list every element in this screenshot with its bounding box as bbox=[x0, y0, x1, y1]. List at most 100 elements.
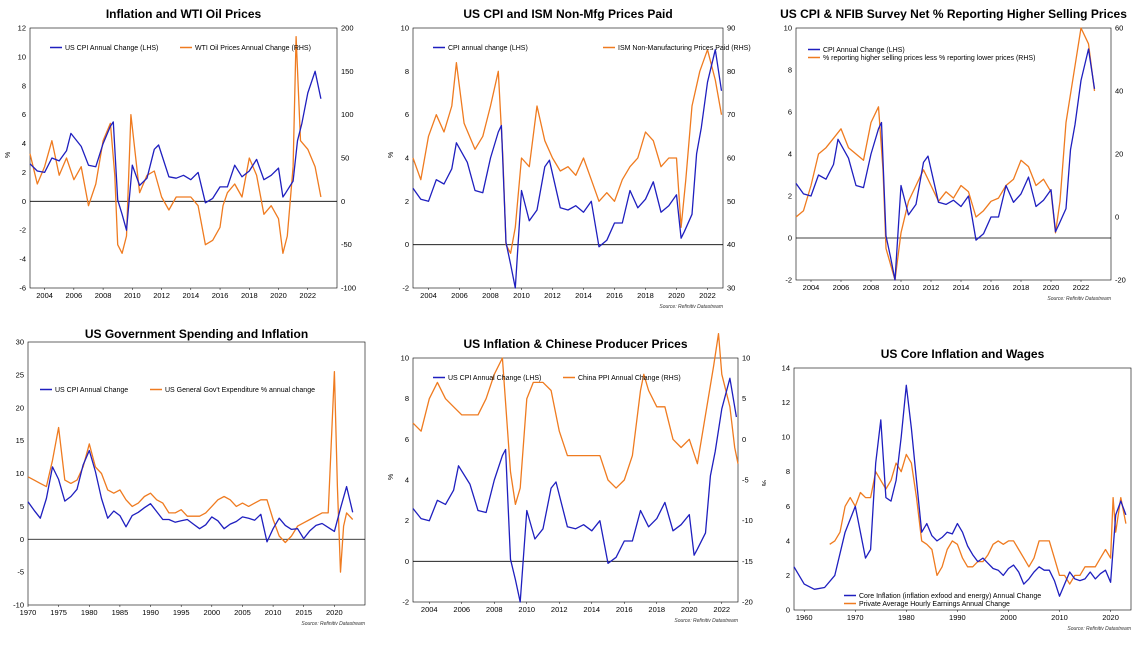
legend-label: CPI Annual Change (LHS) bbox=[823, 47, 905, 54]
series-line bbox=[412, 332, 739, 506]
y-axis-label-left: % bbox=[388, 152, 395, 158]
y-tick-right: 30 bbox=[727, 284, 735, 293]
x-tick: 2006 bbox=[66, 291, 83, 300]
x-tick: 2016 bbox=[616, 605, 633, 614]
y-tick-right: 50 bbox=[727, 197, 735, 206]
y-tick-left: 8 bbox=[405, 394, 409, 403]
y-tick-left: 6 bbox=[786, 502, 790, 511]
y-tick-left: 6 bbox=[788, 108, 792, 117]
legend-label: ISM Non-Manufacturing Prices Paid (RHS) bbox=[618, 45, 751, 52]
x-tick: 2022 bbox=[299, 291, 316, 300]
chart-svg: Inflation and WTI Oil Prices -6 -4 -2 0 2 4 6 8 1… bbox=[5, 7, 356, 300]
y-tick-left: -4 bbox=[19, 255, 26, 264]
series-line bbox=[412, 377, 738, 603]
x-tick: 2006 bbox=[833, 283, 850, 292]
y-tick-left: 2 bbox=[405, 516, 409, 525]
x-tick: 2005 bbox=[234, 608, 251, 617]
x-tick: 2014 bbox=[182, 291, 199, 300]
x-tick: 2010 bbox=[1051, 613, 1068, 622]
y-tick-left: 4 bbox=[786, 536, 790, 545]
y-tick-left: 6 bbox=[22, 110, 26, 119]
series-line bbox=[795, 27, 1096, 281]
y-tick-right: 70 bbox=[727, 110, 735, 119]
y-tick-left: 10 bbox=[16, 469, 24, 478]
x-tick: 2014 bbox=[575, 291, 592, 300]
series-line bbox=[412, 49, 723, 254]
y-tick-left: -6 bbox=[19, 284, 26, 293]
x-tick: 1970 bbox=[847, 613, 864, 622]
y-tick-right: 200 bbox=[341, 24, 354, 33]
y-tick-right: -5 bbox=[742, 476, 749, 485]
x-tick: 1980 bbox=[81, 608, 98, 617]
x-tick: 2010 bbox=[893, 283, 910, 292]
y-tick-left: 8 bbox=[22, 81, 26, 90]
chart-panel-6: US Core Inflation and Wages 0 2 4 6 8 10 12 14 19… bbox=[766, 340, 1148, 666]
y-tick-left: 30 bbox=[16, 338, 24, 347]
x-tick: 1980 bbox=[898, 613, 915, 622]
y-tick-left: 10 bbox=[784, 24, 792, 33]
y-tick-left: -2 bbox=[402, 598, 409, 607]
y-tick-right: -100 bbox=[341, 284, 356, 293]
x-tick: 2010 bbox=[265, 608, 282, 617]
chart-title: US Inflation & Chinese Producer Prices bbox=[463, 337, 687, 351]
chart-svg: US CPI & NFIB Survey Net % Reporting Hig… bbox=[780, 7, 1127, 302]
y-tick-right: 60 bbox=[727, 154, 735, 163]
x-tick: 2012 bbox=[923, 283, 940, 292]
x-tick: 1990 bbox=[949, 613, 966, 622]
chart-panel-3: US CPI & NFIB Survey Net % Reporting Hig… bbox=[766, 0, 1148, 326]
legend-label: US CPI Annual Change bbox=[55, 387, 128, 394]
x-tick: 2022 bbox=[713, 605, 730, 614]
y-tick-left: -2 bbox=[19, 226, 26, 235]
chart-panel-2: US CPI and ISM Non-Mfg Prices Paid -2 0 2 4 6… bbox=[383, 0, 766, 326]
chart-title: US Government Spending and Inflation bbox=[85, 327, 308, 341]
y-tick-left: 4 bbox=[22, 139, 26, 148]
x-tick: 2010 bbox=[513, 291, 530, 300]
y-tick-left: 4 bbox=[405, 476, 409, 485]
x-tick: 2004 bbox=[36, 291, 53, 300]
y-tick-right: 50 bbox=[341, 154, 349, 163]
y-tick-left: 20 bbox=[16, 403, 24, 412]
series-line bbox=[29, 70, 322, 231]
y-axis-label-left: % bbox=[5, 152, 12, 158]
x-tick: 1985 bbox=[112, 608, 129, 617]
x-tick: 2008 bbox=[863, 283, 880, 292]
x-tick: 2012 bbox=[551, 605, 568, 614]
x-tick: 2014 bbox=[583, 605, 600, 614]
chart-panel-1: Inflation and WTI Oil Prices -6 -4 -2 0 2 4 6 8 1… bbox=[0, 0, 383, 326]
y-tick-left: 6 bbox=[405, 435, 409, 444]
x-tick: 2018 bbox=[1013, 283, 1030, 292]
x-tick: 2018 bbox=[648, 605, 665, 614]
series-line bbox=[793, 384, 1127, 597]
legend-label: US CPI Annual Change (LHS) bbox=[65, 45, 158, 52]
y-tick-left: 6 bbox=[405, 110, 409, 119]
chart-svg: US Core Inflation and Wages 0 2 4 6 8 10 12 14 19… bbox=[782, 347, 1132, 632]
y-tick-left: 0 bbox=[405, 240, 409, 249]
y-tick-left: 14 bbox=[782, 364, 790, 373]
x-tick: 2020 bbox=[326, 608, 343, 617]
x-tick: 2016 bbox=[606, 291, 623, 300]
y-tick-right: 150 bbox=[341, 67, 354, 76]
y-tick-left: 12 bbox=[18, 24, 26, 33]
y-axis-label-right: % bbox=[760, 480, 766, 486]
x-tick: 2015 bbox=[295, 608, 312, 617]
y-tick-right: 0 bbox=[742, 435, 746, 444]
y-tick-left: 10 bbox=[401, 354, 409, 363]
y-tick-left: 10 bbox=[401, 24, 409, 33]
chart-title: US CPI and ISM Non-Mfg Prices Paid bbox=[463, 7, 672, 21]
y-tick-left: 8 bbox=[788, 66, 792, 75]
x-tick: 1975 bbox=[50, 608, 67, 617]
y-tick-left: 4 bbox=[405, 154, 409, 163]
x-tick: 2020 bbox=[668, 291, 685, 300]
y-tick-right: -20 bbox=[1115, 276, 1126, 285]
y-tick-left: 10 bbox=[782, 433, 790, 442]
y-tick-right: 0 bbox=[1115, 213, 1119, 222]
x-tick: 2010 bbox=[124, 291, 141, 300]
y-tick-left: 8 bbox=[405, 67, 409, 76]
y-tick-left: 4 bbox=[788, 150, 792, 159]
x-tick: 2008 bbox=[482, 291, 499, 300]
x-tick: 2006 bbox=[453, 605, 470, 614]
x-tick: 2006 bbox=[451, 291, 468, 300]
plot-frame bbox=[793, 367, 1132, 611]
y-tick-right: -15 bbox=[742, 557, 753, 566]
x-tick: 1990 bbox=[142, 608, 159, 617]
